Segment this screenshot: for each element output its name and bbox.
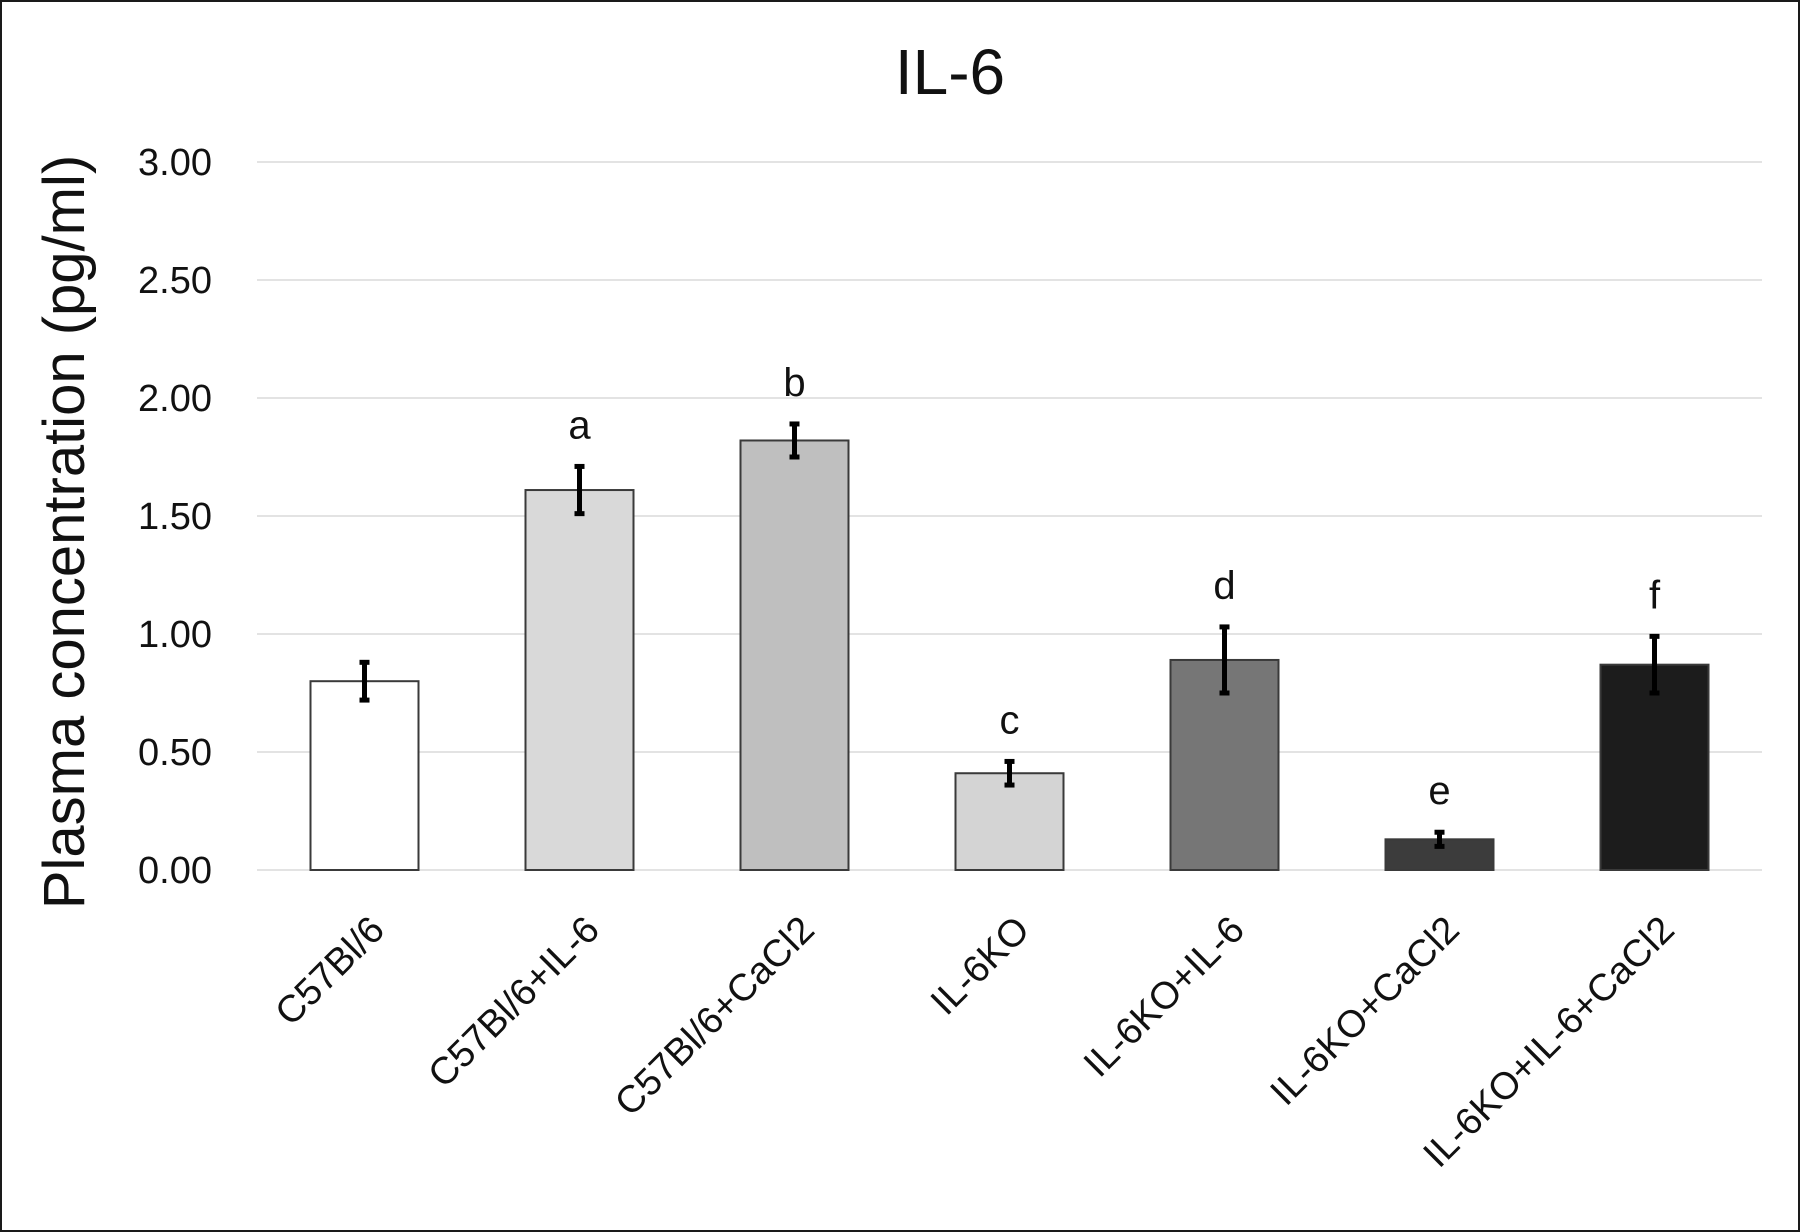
significance-letters: a b c d e f [568,361,1661,813]
bars [309,439,1710,872]
chart-title: IL-6 [895,36,1005,108]
bar [1599,663,1710,871]
y-tick-label: 0.50 [138,732,212,774]
y-axis-label: Plasma concentration (pg/ml) [32,155,97,909]
bar [309,680,420,872]
x-category-label: IL-6KO [923,909,1038,1024]
bar [524,489,635,871]
x-axis-categories: C57Bl/6 C57Bl/6+IL-6 C57Bl/6+CaCl2 IL-6KO IL… [268,909,1683,1176]
x-category-label: C57Bl/6+IL-6 [421,909,608,1096]
significance-letter: c [1000,698,1020,742]
y-tick-label: 2.00 [138,378,212,420]
significance-letter: b [783,361,805,405]
significance-letter: d [1213,564,1235,608]
y-tick-label: 1.50 [138,496,212,538]
error-bars [359,421,1660,849]
x-category-label: IL-6KO+CaCl2 [1263,909,1468,1114]
significance-letter: f [1649,573,1661,617]
significance-letter: a [568,403,591,447]
x-category-label: C57Bl/6 [268,909,393,1034]
y-tick-label: 1.00 [138,614,212,656]
significance-letter: e [1428,769,1450,813]
x-category-label: IL-6KO+IL-6 [1076,909,1253,1086]
y-tick-label: 0.00 [138,850,212,892]
gridlines [257,161,1762,871]
x-category-label: C57Bl/6+CaCl2 [607,909,823,1125]
bar [954,772,1065,871]
y-axis-ticks: 0.00 0.50 1.00 1.50 2.00 2.50 3.00 [138,142,212,892]
y-tick-label: 3.00 [138,142,212,184]
bar [739,439,850,871]
y-tick-label: 2.50 [138,260,212,302]
